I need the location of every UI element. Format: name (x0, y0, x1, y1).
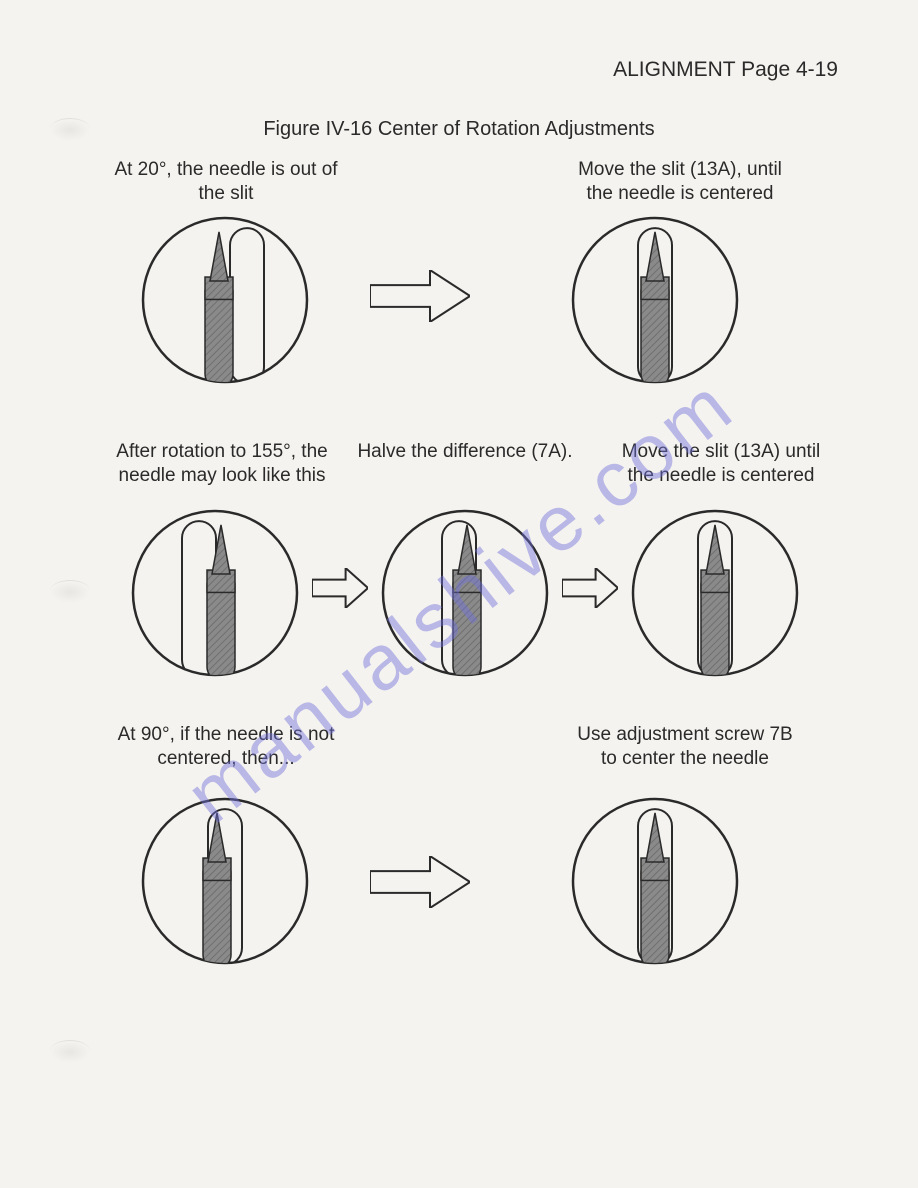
page-header: ALIGNMENT Page 4-19 (613, 58, 838, 82)
diagram-r2-left (130, 508, 300, 683)
hole-punch-mid (50, 580, 90, 603)
caption-r1-left: At 20°, the needle is out ofthe slit (86, 158, 366, 206)
arrow-r1 (370, 270, 470, 327)
diagram-r2-right (630, 508, 800, 683)
arrow-r3 (370, 856, 470, 913)
caption-r2-mid: Halve the difference (7A). (340, 440, 590, 464)
figure-title: Figure IV-16 Center of Rotation Adjustme… (0, 118, 918, 141)
caption-r2-right: Move the slit (13A) untilthe needle is c… (596, 440, 846, 488)
page: ALIGNMENT Page 4-19 Figure IV-16 Center … (0, 0, 918, 1188)
diagram-r3-right (570, 796, 740, 971)
caption-r3-left: At 90°, if the needle is notcentered, th… (86, 723, 366, 771)
hole-punch-bottom (50, 1040, 90, 1063)
diagram-r1-right (570, 215, 740, 390)
arrow-r2-2 (562, 568, 618, 613)
diagram-r1-left (140, 215, 310, 390)
diagram-r3-left (140, 796, 310, 971)
caption-r1-right: Move the slit (13A), untilthe needle is … (540, 158, 820, 206)
caption-r2-left: After rotation to 155°, theneedle may lo… (92, 440, 352, 488)
diagram-r2-mid (380, 508, 550, 683)
arrow-r2-1 (312, 568, 368, 613)
caption-r3-right: Use adjustment screw 7Bto center the nee… (540, 723, 830, 771)
